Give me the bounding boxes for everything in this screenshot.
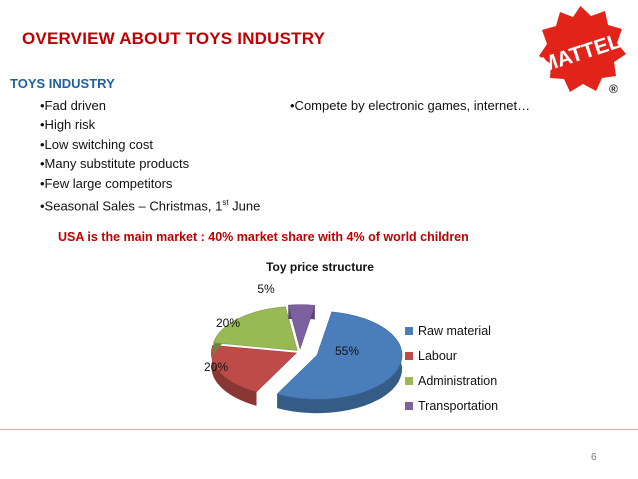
market-note: USA is the main market : 40% market shar… bbox=[58, 230, 469, 244]
pie-slice-side bbox=[211, 345, 257, 406]
section-subheading: TOYS INDUSTRY bbox=[10, 76, 115, 91]
legend-item: Administration bbox=[405, 368, 498, 393]
legend-swatch bbox=[405, 351, 413, 360]
bullet-list: •Fad driven •High risk •Low switching co… bbox=[40, 96, 260, 216]
footer-divider bbox=[0, 429, 638, 430]
legend-item: Labour bbox=[405, 343, 498, 368]
legend-swatch bbox=[405, 326, 413, 335]
pie-data-label: 20% bbox=[216, 316, 240, 330]
legend-swatch bbox=[405, 401, 413, 410]
seasonal-text: •Seasonal Sales – Christmas, 1 bbox=[40, 198, 223, 214]
pie-chart-svg: 55% 20% 20% 5% bbox=[204, 282, 403, 414]
legend-item: Raw material bbox=[405, 318, 498, 343]
bullet-item: •Low switching cost bbox=[40, 136, 153, 152]
bullet-item-seasonal: •Seasonal Sales – Christmas, 1st June bbox=[40, 193, 260, 216]
seasonal-suffix: June bbox=[228, 198, 261, 214]
pie-data-label: 5% bbox=[257, 282, 275, 296]
pie-data-label: 20% bbox=[204, 360, 228, 374]
legend-label: Transportation bbox=[418, 398, 499, 413]
bullet-item: •Few large competitors bbox=[40, 175, 173, 191]
pie-chart: 55% 20% 20% 5% Toy price structure Raw mate… bbox=[160, 255, 530, 425]
slide-title: OVERVIEW ABOUT TOYS INDUSTRY bbox=[22, 29, 326, 48]
page-number: 6 bbox=[591, 452, 597, 463]
legend-label: Raw material bbox=[418, 323, 491, 338]
bullet-item: •Many substitute products bbox=[40, 156, 190, 172]
legend-item: Transportation bbox=[405, 393, 498, 418]
bullet-item: •High risk bbox=[40, 117, 96, 133]
pie-slice bbox=[287, 304, 316, 350]
mattel-logo-icon: MATTEL bbox=[537, 6, 626, 92]
bullet-item: •Fad driven bbox=[40, 98, 106, 113]
seasonal-sup: st bbox=[222, 198, 229, 208]
legend-swatch bbox=[405, 376, 413, 385]
bullet-item-right: •Compete by electronic games, internet… bbox=[290, 98, 531, 113]
pie-slice bbox=[276, 311, 403, 400]
chart-title: Toy price structure bbox=[266, 260, 374, 274]
pie-slice bbox=[213, 306, 298, 351]
registered-mark: ® bbox=[609, 82, 618, 96]
legend-label: Labour bbox=[418, 348, 457, 363]
pie-slice-side bbox=[277, 311, 403, 414]
chart-legend: Raw material Labour Administration Trans… bbox=[405, 318, 498, 418]
pie-data-label: 55% bbox=[335, 344, 359, 358]
legend-label: Administration bbox=[418, 373, 498, 388]
pie-slice bbox=[211, 345, 298, 393]
